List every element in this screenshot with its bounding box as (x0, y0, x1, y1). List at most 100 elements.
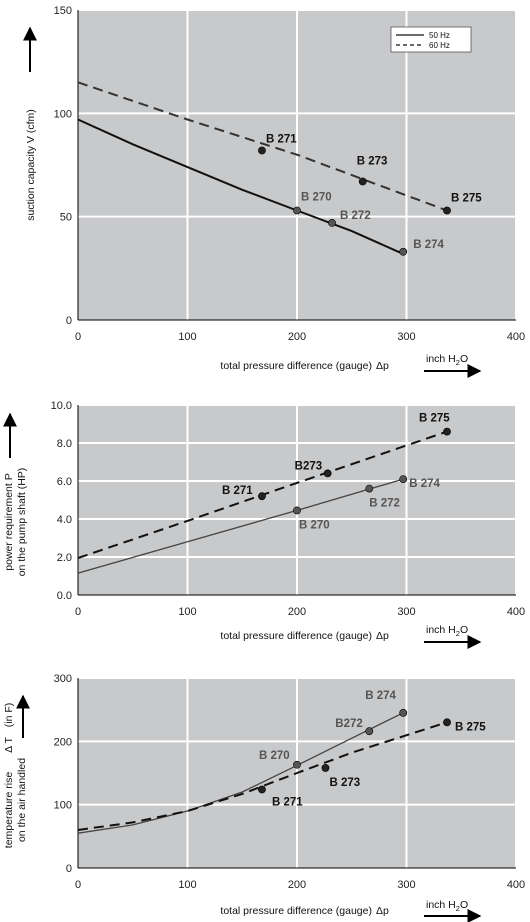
y-tick-label: 300 (54, 673, 72, 685)
y-axis-label: suction capacity V (cfm) (25, 109, 37, 220)
point-label: B 271 (222, 485, 253, 497)
y-tick-label: 0 (66, 863, 72, 875)
legend-label: 60 Hz (429, 41, 450, 50)
x-tick-label: 0 (75, 331, 81, 343)
x-unit-label: inch H2O (426, 899, 468, 913)
data-point (321, 764, 330, 772)
series-line-1 (77, 118, 404, 255)
point-label: B 271 (272, 796, 303, 808)
x-tick-label: 200 (288, 606, 306, 618)
point-label: B 274 (365, 690, 396, 702)
unit-main: inch H (426, 899, 456, 911)
data-point (293, 506, 301, 515)
y-tick-label: 100 (54, 108, 72, 120)
y-tick-label: 2.0 (57, 552, 72, 564)
unit-tail: O (460, 353, 468, 365)
data-point (399, 708, 408, 717)
chart-panel-3: 0 100 200 300 400 0 100 200 300 B 271 B 273 B 275 B … (3, 673, 525, 922)
data-point (328, 218, 336, 227)
x-tick-label: 200 (288, 331, 306, 343)
x-axis-symbol: Δp (376, 630, 389, 642)
x-axis-label: total pressure difference (gauge) (220, 630, 372, 642)
x-tick-label: 0 (75, 879, 81, 891)
y-axis-label-line2: on the air handled (16, 758, 28, 842)
x-axis-symbol: Δp (376, 905, 389, 917)
point-label: B 275 (455, 721, 486, 733)
y-tick-label: 4.0 (57, 514, 72, 526)
unit-subscript: 2 (456, 629, 460, 638)
unit-subscript: 2 (456, 358, 460, 367)
point-label: B 270 (259, 750, 290, 762)
y-tick-label: 50 (60, 212, 72, 224)
chart-panel-1: 0 100 200 300 400 0 50 100 150 B 271 B 273 B 275 B 2… (23, 5, 525, 378)
y-tick-label: 10.0 (51, 400, 72, 412)
x-unit-label: inch H2O (426, 353, 468, 367)
point-label: B 274 (413, 239, 444, 251)
x-axis-label: total pressure difference (gauge) (220, 905, 372, 917)
series-line-2 (77, 81, 448, 212)
y-tick-label: 0.0 (57, 590, 72, 602)
data-point (365, 484, 374, 493)
y-tick-label: 0 (66, 315, 72, 327)
y-tick-label: 200 (54, 736, 72, 748)
unit-main: inch H (426, 624, 456, 636)
x-tick-label: 300 (397, 331, 415, 343)
unit-main: inch H (426, 353, 456, 365)
x-tick-label: 400 (507, 879, 525, 891)
x-tick-label: 400 (507, 331, 525, 343)
point-label: B 272 (369, 498, 400, 510)
x-tick-label: 0 (75, 606, 81, 618)
unit-subscript: 2 (456, 904, 460, 913)
x-unit-label: inch H2O (426, 624, 468, 638)
y-tick-label: 8.0 (57, 438, 72, 450)
legend-label: 50 Hz (429, 31, 450, 40)
point-label: B 274 (409, 478, 440, 490)
point-label: B272 (335, 718, 363, 730)
y-tick-label: 6.0 (57, 476, 72, 488)
point-label: B 275 (451, 192, 482, 204)
data-point (258, 146, 266, 155)
series-line-1 (77, 712, 404, 834)
data-point (258, 492, 266, 501)
point-label: B 270 (301, 191, 332, 203)
x-tick-label: 400 (507, 606, 525, 618)
data-point (443, 206, 451, 215)
data-point (358, 177, 367, 186)
chart-panel-2: 0 100 200 300 400 0.0 2.0 4.0 6.0 8.0 10.0 B 271 B27… (2, 400, 525, 649)
x-tick-label: 100 (178, 331, 196, 343)
x-tick-label: 300 (397, 879, 415, 891)
point-label: B 275 (419, 413, 450, 425)
data-point (365, 727, 374, 736)
y-axis-label: temperature rise (3, 772, 15, 849)
unit-tail: O (460, 624, 468, 636)
point-label: B 273 (357, 156, 388, 168)
point-label: B 270 (299, 519, 330, 531)
data-point (443, 427, 451, 436)
data-point (399, 475, 408, 483)
x-tick-label: 100 (178, 606, 196, 618)
x-axis-symbol: Δp (376, 360, 389, 372)
data-point (443, 718, 451, 727)
y-axis-unit: (in F) (3, 703, 15, 728)
data-point (323, 469, 332, 478)
legend-box (390, 26, 472, 53)
point-label: B273 (295, 460, 323, 472)
data-point (293, 760, 301, 769)
point-label: B 273 (329, 777, 360, 789)
data-point (399, 247, 408, 256)
x-tick-label: 200 (288, 879, 306, 891)
x-tick-label: 300 (397, 606, 415, 618)
point-label: B 271 (266, 134, 297, 146)
y-axis-label-line2: on the pump shaft (HP) (16, 468, 28, 577)
y-tick-label: 150 (54, 5, 72, 17)
x-tick-label: 100 (178, 879, 196, 891)
series-line-2 (77, 721, 448, 831)
y-axis-label: power requirement P (3, 473, 15, 570)
series-line-2 (77, 430, 448, 559)
data-point (293, 206, 301, 215)
x-axis-label: total pressure difference (gauge) (220, 360, 372, 372)
data-point (258, 785, 266, 794)
y-axis-symbol: Δ T (3, 737, 15, 753)
